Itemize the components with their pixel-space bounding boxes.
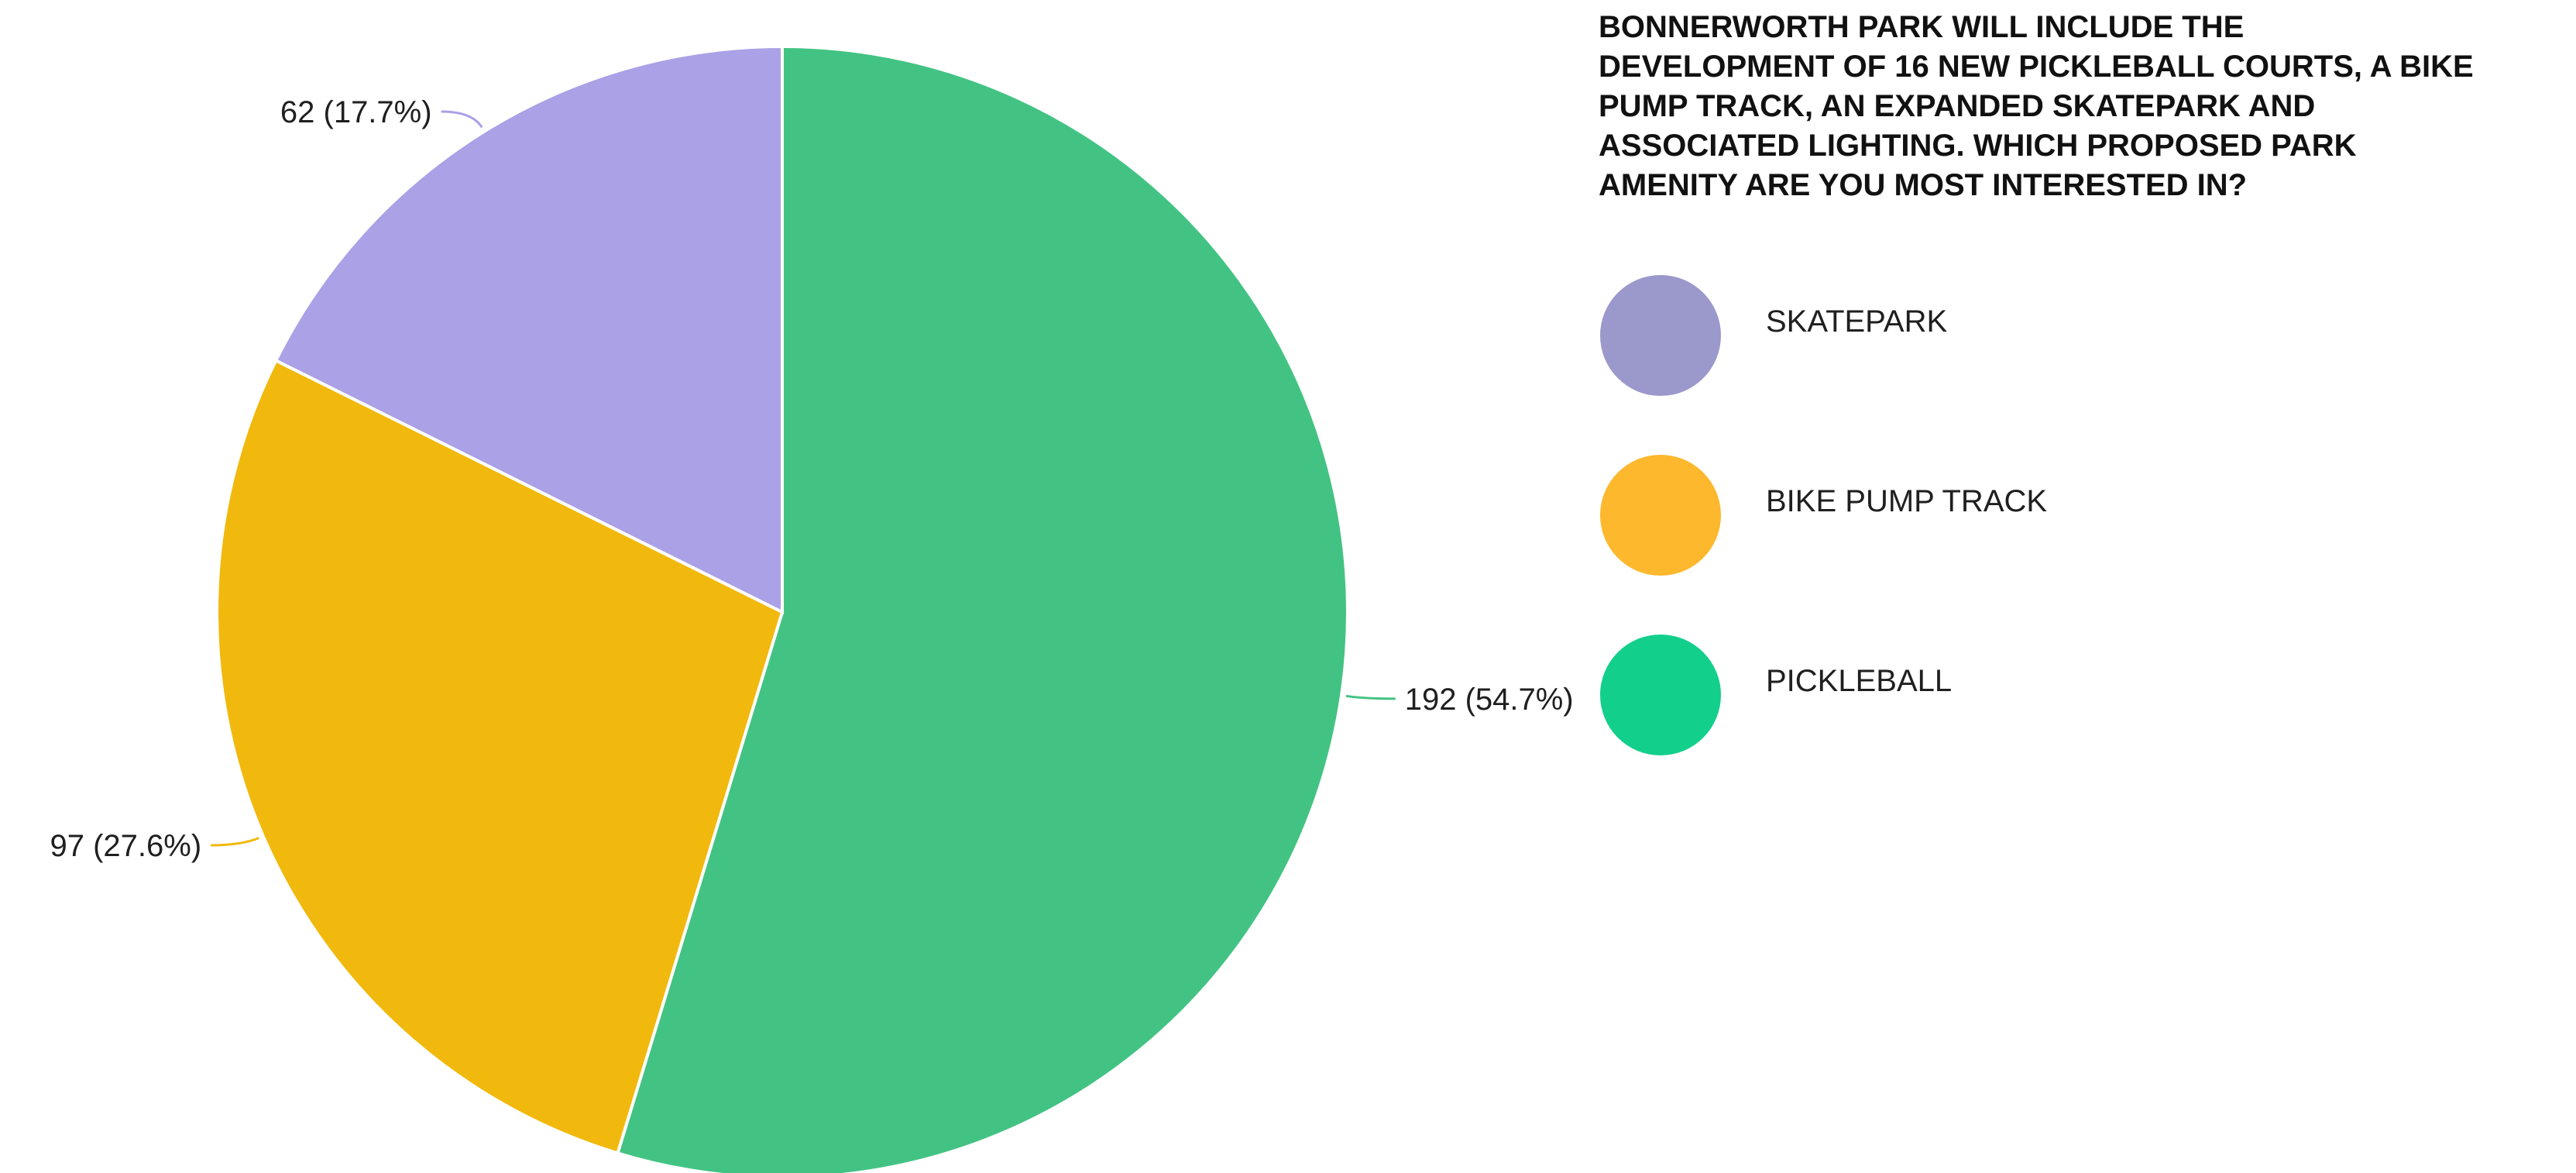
legend-label-skatepark: SKATEPARK	[1766, 304, 1948, 339]
leader-line-bike-pump-track	[211, 837, 259, 847]
legend-item-pickleball[interactable]: PICKLEBALL	[1600, 635, 2297, 755]
chart-title-line-1: BONNERWORTH PARK WILL INCLUDE THE	[1599, 10, 2245, 44]
legend-item-bike-pump-track[interactable]: BIKE PUMP TRACK	[1600, 455, 2297, 576]
chart-title-line-3: PUMP TRACK, AN EXPANDED SKATEPARK AND	[1599, 89, 2316, 123]
legend-item-skatepark[interactable]: SKATEPARK	[1600, 275, 2297, 396]
data-label-bike-pump-track: 97 (27.6%)	[50, 829, 201, 863]
chart-title: BONNERWORTH PARK WILL INCLUDE THE DEVELO…	[1599, 8, 2489, 205]
pie-slice-skatepark[interactable]	[273, 44, 784, 615]
pie-chart: 192 (54.7%) 97 (27.6%) 62 (17.7%)	[50, 44, 1574, 1173]
data-label-pickleball: 192 (54.7%)	[1405, 683, 1574, 717]
leader-line-pickleball	[1345, 694, 1396, 700]
legend-swatch-pickleball	[1600, 635, 1721, 755]
legend-swatch-skatepark	[1600, 275, 1721, 396]
chart-title-line-2: DEVELOPMENT OF 16 NEW PICKLEBALL COURTS,…	[1599, 50, 2474, 84]
leader-line-skatepark	[441, 110, 483, 129]
chart-title-line-4: ASSOCIATED LIGHTING. WHICH PROPOSED PARK	[1599, 129, 2357, 163]
legend-label-bike-pump-track: BIKE PUMP TRACK	[1766, 484, 2048, 518]
legend-swatch-bike-pump-track	[1600, 455, 1721, 576]
data-label-skatepark: 62 (17.7%)	[280, 95, 432, 129]
pie-slice-bike-pump-track[interactable]	[215, 358, 785, 1155]
legend-label-pickleball: PICKLEBALL	[1766, 664, 1953, 698]
pie-slice-pickleball[interactable]	[616, 44, 1349, 1173]
chart-title-line-5: AMENITY ARE YOU MOST INTERESTED IN?	[1599, 168, 2248, 202]
